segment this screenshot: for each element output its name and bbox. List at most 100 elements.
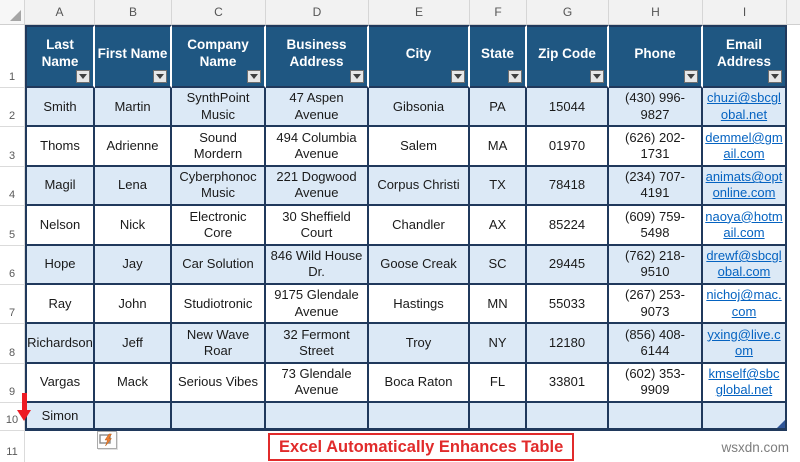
row-header-6[interactable]: 6 (0, 245, 25, 285)
cell-F6[interactable]: SC (470, 245, 527, 285)
row-header-11[interactable]: 11 (0, 431, 25, 462)
row-header-5[interactable]: 5 (0, 206, 25, 246)
cell-F2[interactable]: PA (470, 88, 527, 128)
cell-C10[interactable] (172, 403, 266, 432)
cell-A6[interactable]: Hope (25, 245, 95, 285)
row-header-9[interactable]: 9 (0, 363, 25, 404)
cell-H5[interactable]: (609) 759-5498 (609, 206, 703, 246)
cell-E3[interactable]: Salem (369, 127, 470, 167)
cell-G9[interactable]: 33801 (527, 363, 609, 404)
cell-B5[interactable]: Nick (95, 206, 172, 246)
cell-B10[interactable] (95, 403, 172, 432)
table-header-email-address[interactable]: Email Address (703, 25, 787, 88)
cell-A5[interactable]: Nelson (25, 206, 95, 246)
table-header-first-name[interactable]: First Name (95, 25, 172, 88)
cell-E2[interactable]: Gibsonia (369, 88, 470, 128)
cell-A10[interactable]: Simon (25, 403, 95, 432)
cell-B8[interactable]: Jeff (95, 324, 172, 364)
cell-D7[interactable]: 9175 Glendale Avenue (266, 284, 369, 325)
cell-G3[interactable]: 01970 (527, 127, 609, 167)
filter-button-last-name[interactable] (76, 70, 90, 83)
cell-B6[interactable]: Jay (95, 245, 172, 285)
row-header-3[interactable]: 3 (0, 127, 25, 167)
table-header-state[interactable]: State (470, 25, 527, 88)
cell-D4[interactable]: 221 Dogwood Avenue (266, 166, 369, 207)
email-link[interactable]: yxing@live.com (707, 326, 781, 359)
cell-A2[interactable]: Smith (25, 88, 95, 128)
column-header-G[interactable]: G (527, 0, 609, 24)
cell-A3[interactable]: Thoms (25, 127, 95, 167)
cell-B2[interactable]: Martin (95, 88, 172, 128)
cell-F3[interactable]: MA (470, 127, 527, 167)
filter-button-phone[interactable] (684, 70, 698, 83)
cell-G7[interactable]: 55033 (527, 284, 609, 325)
table-header-last-name[interactable]: Last Name (25, 25, 95, 88)
cell-E6[interactable]: Goose Creak (369, 245, 470, 285)
email-link[interactable]: naoya@hotmail.com (705, 208, 783, 240)
cell-B3[interactable]: Adrienne (95, 127, 172, 167)
filter-button-zip-code[interactable] (590, 70, 604, 83)
cell-C7[interactable]: Studiotronic (172, 284, 266, 325)
cell-B9[interactable]: Mack (95, 363, 172, 404)
row-header-1[interactable]: 1 (0, 25, 25, 88)
filter-button-state[interactable] (508, 70, 522, 83)
cell-A9[interactable]: Vargas (25, 363, 95, 404)
select-all-corner[interactable] (0, 0, 25, 24)
cell-G8[interactable]: 12180 (527, 324, 609, 364)
column-header-E[interactable]: E (369, 0, 470, 24)
cell-H8[interactable]: (856) 408-6144 (609, 324, 703, 364)
cell-G10[interactable] (527, 403, 609, 432)
email-link[interactable]: animats@optonline.com (705, 169, 783, 201)
table-header-company-name[interactable]: Company Name (172, 25, 266, 88)
cell-I8[interactable]: yxing@live.com (703, 324, 787, 364)
cell-I7[interactable]: nichoj@mac.com (703, 284, 787, 325)
table-header-phone[interactable]: Phone (609, 25, 703, 88)
filter-button-company-name[interactable] (247, 70, 261, 83)
cell-E10[interactable] (369, 403, 470, 432)
cell-G5[interactable]: 85224 (527, 206, 609, 246)
cell-C4[interactable]: Cyberphonoc Music (172, 166, 266, 207)
cell-D2[interactable]: 47 Aspen Avenue (266, 88, 369, 128)
column-header-A[interactable]: A (25, 0, 95, 24)
cell-H4[interactable]: (234) 707-4191 (609, 166, 703, 207)
cell-E5[interactable]: Chandler (369, 206, 470, 246)
table-resize-handle[interactable] (777, 420, 785, 428)
row-header-8[interactable]: 8 (0, 324, 25, 364)
row-header-2[interactable]: 2 (0, 88, 25, 128)
cell-H3[interactable]: (626) 202-1731 (609, 127, 703, 167)
cell-E4[interactable]: Corpus Christi (369, 166, 470, 207)
cell-D3[interactable]: 494 Columbia Avenue (266, 127, 369, 167)
cell-A7[interactable]: Ray (25, 284, 95, 325)
cell-D5[interactable]: 30 Sheffield Court (266, 206, 369, 246)
cell-I9[interactable]: kmself@sbcglobal.net (703, 363, 787, 404)
cell-D6[interactable]: 846 Wild House Dr. (266, 245, 369, 285)
email-link[interactable]: kmself@sbcglobal.net (708, 366, 780, 398)
cell-G6[interactable]: 29445 (527, 245, 609, 285)
column-header-C[interactable]: C (172, 0, 266, 24)
table-header-business-address[interactable]: Business Address (266, 25, 369, 88)
column-header-F[interactable]: F (470, 0, 527, 24)
cell-H6[interactable]: (762) 218-9510 (609, 245, 703, 285)
cell-A8[interactable]: Richardson (25, 324, 95, 364)
cell-E7[interactable]: Hastings (369, 284, 470, 325)
cell-E9[interactable]: Boca Raton (369, 363, 470, 404)
autofill-options-button[interactable] (97, 431, 117, 449)
column-header-D[interactable]: D (266, 0, 369, 24)
cell-I2[interactable]: chuzi@sbcglobal.net (703, 88, 787, 128)
cell-H7[interactable]: (267) 253-9073 (609, 284, 703, 325)
table-header-zip-code[interactable]: Zip Code (527, 25, 609, 88)
cell-I5[interactable]: naoya@hotmail.com (703, 206, 787, 246)
email-link[interactable]: chuzi@sbcglobal.net (707, 90, 781, 122)
row-header-4[interactable]: 4 (0, 166, 25, 207)
filter-button-business-address[interactable] (350, 70, 364, 83)
row-header-7[interactable]: 7 (0, 284, 25, 325)
cell-C5[interactable]: Electronic Core (172, 206, 266, 246)
cell-I4[interactable]: animats@optonline.com (703, 166, 787, 207)
table-header-city[interactable]: City (369, 25, 470, 88)
cell-E8[interactable]: Troy (369, 324, 470, 364)
column-header-I[interactable]: I (703, 0, 787, 24)
cell-B4[interactable]: Lena (95, 166, 172, 207)
cell-I3[interactable]: demmel@gmail.com (703, 127, 787, 167)
cell-C8[interactable]: New Wave Roar (172, 324, 266, 364)
cell-B7[interactable]: John (95, 284, 172, 325)
